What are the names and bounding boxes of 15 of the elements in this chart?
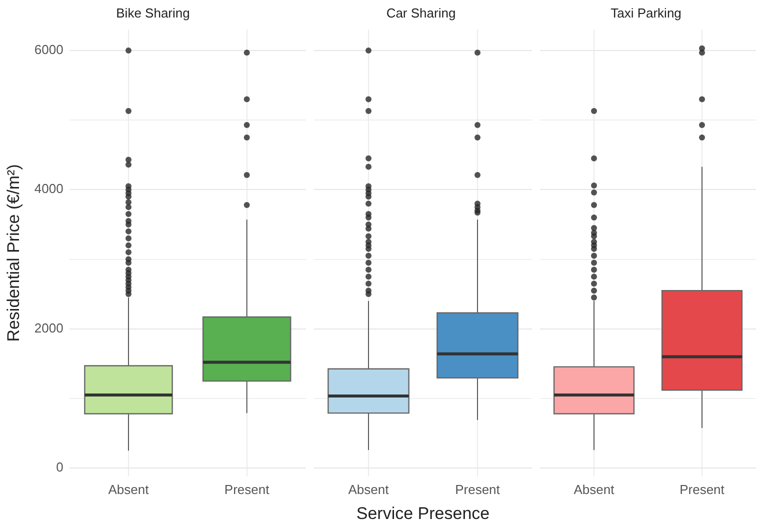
y-tick-label: 2000 (34, 320, 64, 336)
x-tick-label: Present (224, 482, 270, 497)
y-tick-label: 4000 (34, 181, 64, 196)
chart-title: Car Sharing (386, 5, 456, 20)
chart-title: Taxi Parking (610, 5, 682, 20)
x-tick-label: Present (455, 482, 500, 497)
x-tick-label: Present (680, 482, 725, 497)
y-tick-label: 0 (56, 460, 64, 475)
x-tick-label: Absent (108, 482, 150, 497)
x-tick-label: Absent (574, 482, 615, 497)
y-axis-title: Residential Price (€/m²) (4, 164, 23, 342)
chart-title: Bike Sharing (116, 5, 190, 20)
x-tick-label: Absent (348, 482, 390, 497)
y-tick-label: 6000 (34, 42, 64, 58)
x-axis-title: Service Presence (355, 504, 491, 524)
